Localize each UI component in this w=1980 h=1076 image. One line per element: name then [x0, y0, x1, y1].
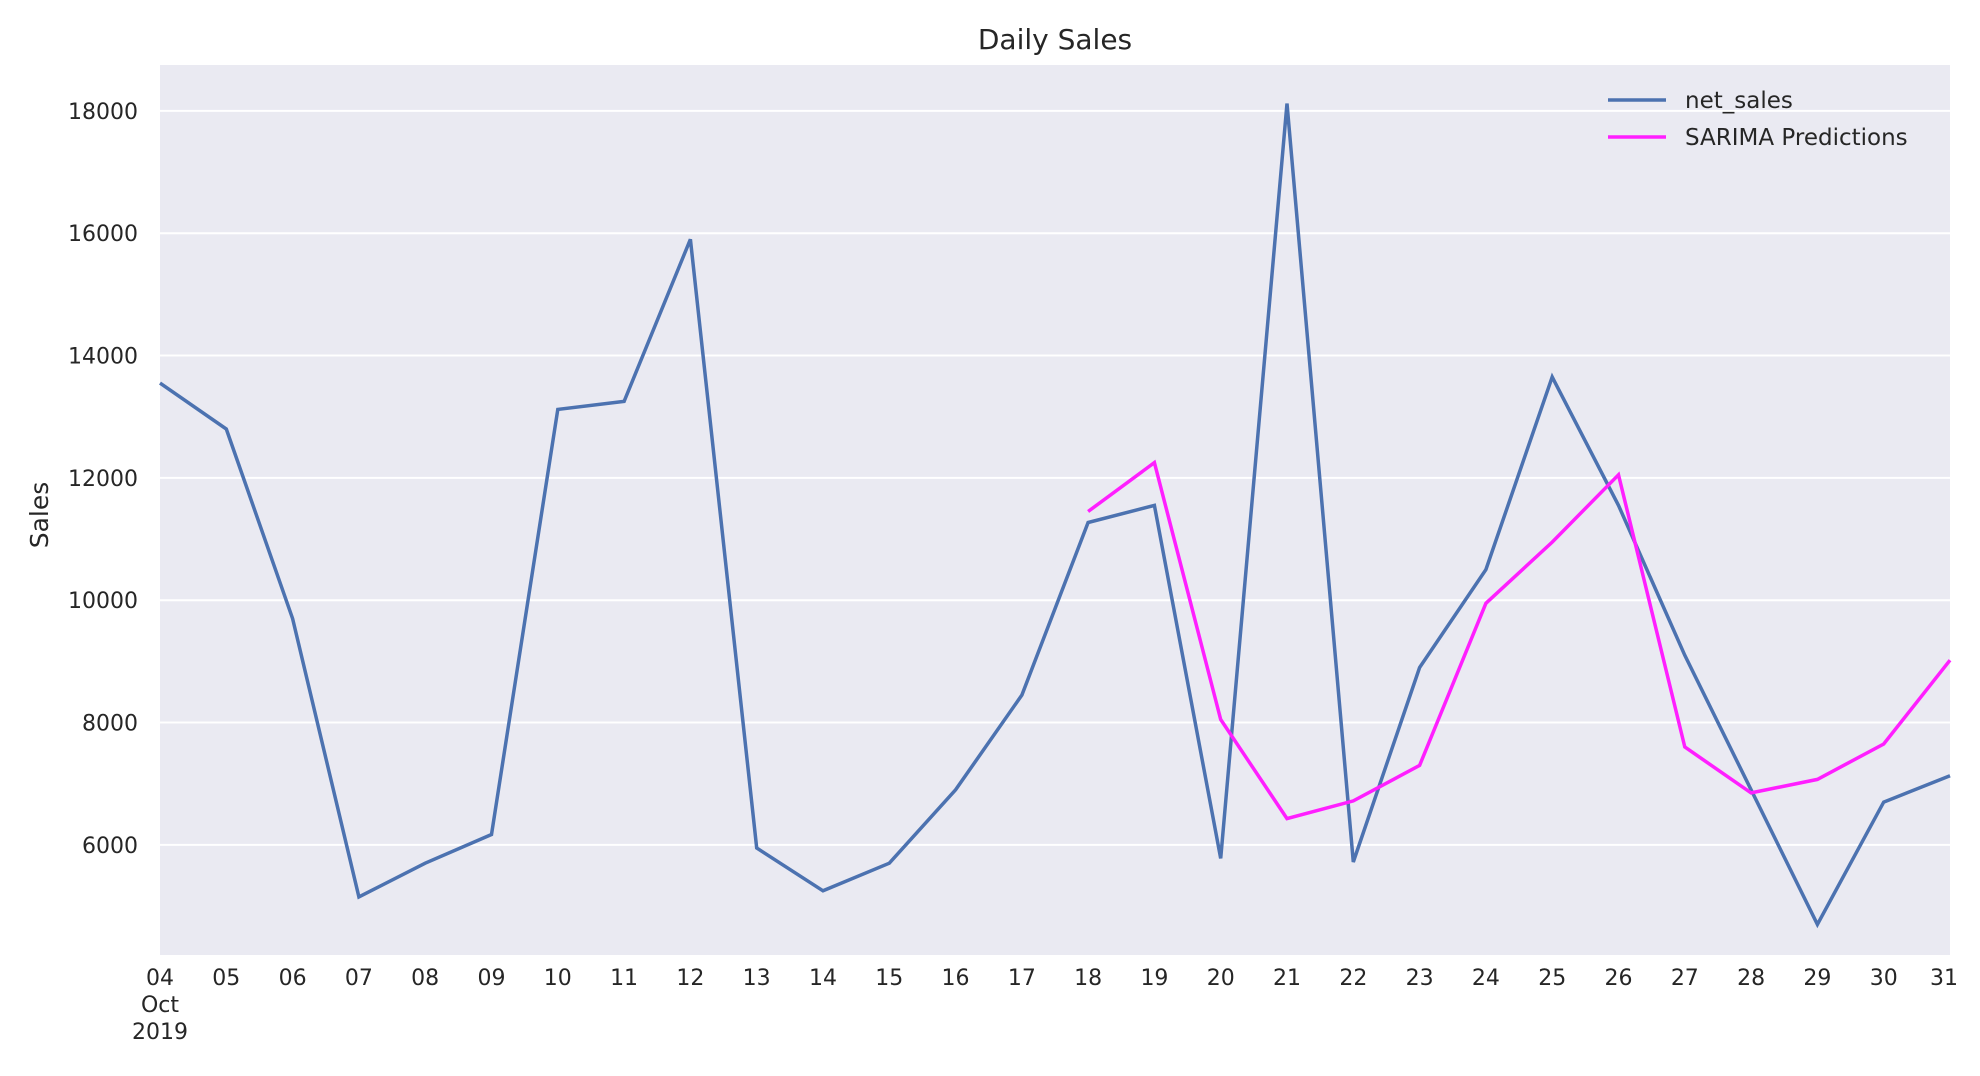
x-tick-label-line: 16 [942, 966, 970, 991]
x-tick-label-line: 15 [875, 966, 903, 991]
grid-lines [160, 109, 1950, 846]
x-tick-label: 26 [1605, 966, 1633, 991]
legend-label: SARIMA Predictions [1685, 125, 1908, 151]
x-tick-label: 07 [345, 966, 373, 991]
x-tick-label-line: 14 [809, 966, 837, 991]
x-tick-label: 11 [610, 966, 638, 991]
x-tick-label-line: 10 [544, 966, 572, 991]
x-tick-label: 15 [875, 966, 903, 991]
x-tick-label: 25 [1538, 966, 1566, 991]
y-tick-label: 16000 [68, 222, 138, 247]
x-tick-label: 27 [1671, 966, 1699, 991]
plot-background [160, 65, 1950, 955]
x-tick-label: 23 [1406, 966, 1434, 991]
x-tick-label: 20 [1207, 966, 1235, 991]
chart-title: Daily Sales [978, 23, 1132, 56]
x-tick-label: 31 [1930, 966, 1958, 991]
series-line-sarima-predictions [1087, 459, 1952, 821]
x-tick-label: 21 [1273, 966, 1301, 991]
x-tick-label: 14 [809, 966, 837, 991]
x-tick-label: 13 [743, 966, 771, 991]
x-tick-labels: 04 Oct 2019 05 06 07 08 09 10 11 12 13 14 15 16 17 18 19 2… [132, 966, 1958, 1045]
legend-label: net_sales [1685, 88, 1793, 114]
x-tick-label: 29 [1803, 966, 1831, 991]
y-tick-label: 18000 [68, 100, 138, 125]
y-axis-label: Sales [25, 482, 54, 549]
x-tick-label-line: 24 [1472, 966, 1500, 991]
x-tick-label-line: 13 [743, 966, 771, 991]
x-tick-label-line: 07 [345, 966, 373, 991]
x-tick-label: 04 Oct 2019 [132, 966, 188, 1045]
x-tick-label-line: 19 [1140, 966, 1168, 991]
x-tick-label-line: 20 [1207, 966, 1235, 991]
x-tick-label-line: 18 [1074, 966, 1102, 991]
x-tick-label-line: 04 [146, 966, 174, 991]
y-tick-label: 6000 [82, 834, 138, 859]
x-tick-label-line: 21 [1273, 966, 1301, 991]
y-tick-label: 14000 [68, 345, 138, 370]
x-tick-label: 22 [1339, 966, 1367, 991]
x-tick-label-line: 11 [610, 966, 638, 991]
x-tick-label-line: 27 [1671, 966, 1699, 991]
x-tick-label: 12 [676, 966, 704, 991]
x-tick-label-line: 17 [1008, 966, 1036, 991]
x-tick-label-line: 09 [477, 966, 505, 991]
x-tick-label-line: 22 [1339, 966, 1367, 991]
y-tick-label: 12000 [68, 467, 138, 492]
x-tick-label-line: 26 [1605, 966, 1633, 991]
x-tick-label-line: 06 [279, 966, 307, 991]
x-tick-label: 28 [1737, 966, 1765, 991]
y-tick-label: 10000 [68, 589, 138, 614]
series-line-net-sales [159, 103, 1951, 929]
x-tick-label: 18 [1074, 966, 1102, 991]
x-tick-label-line: 08 [411, 966, 439, 991]
x-tick-label: 30 [1870, 966, 1898, 991]
x-tick-label: 05 [212, 966, 240, 991]
x-tick-label: 24 [1472, 966, 1500, 991]
x-tick-label-line: Oct [141, 993, 179, 1018]
x-tick-label-line: 29 [1803, 966, 1831, 991]
x-tick-label-line: 05 [212, 966, 240, 991]
y-tick-label: 8000 [82, 712, 138, 737]
y-tick-labels: 6000 8000 10000 12000 14000 16000 18000 [68, 100, 138, 859]
x-tick-label-line: 2019 [132, 1020, 188, 1045]
x-tick-label: 17 [1008, 966, 1036, 991]
x-tick-label-line: 30 [1870, 966, 1898, 991]
x-tick-label-line: 23 [1406, 966, 1434, 991]
x-tick-label: 06 [279, 966, 307, 991]
x-tick-label: 09 [477, 966, 505, 991]
x-tick-label: 19 [1140, 966, 1168, 991]
x-tick-label-line: 31 [1930, 966, 1958, 991]
x-tick-label-line: 12 [676, 966, 704, 991]
x-tick-label-line: 28 [1737, 966, 1765, 991]
x-tick-label: 10 [544, 966, 572, 991]
x-tick-label-line: 25 [1538, 966, 1566, 991]
series-lines [159, 103, 1952, 929]
legend: net_sales SARIMA Predictions [1608, 88, 1908, 151]
x-tick-label: 08 [411, 966, 439, 991]
x-tick-label: 16 [942, 966, 970, 991]
